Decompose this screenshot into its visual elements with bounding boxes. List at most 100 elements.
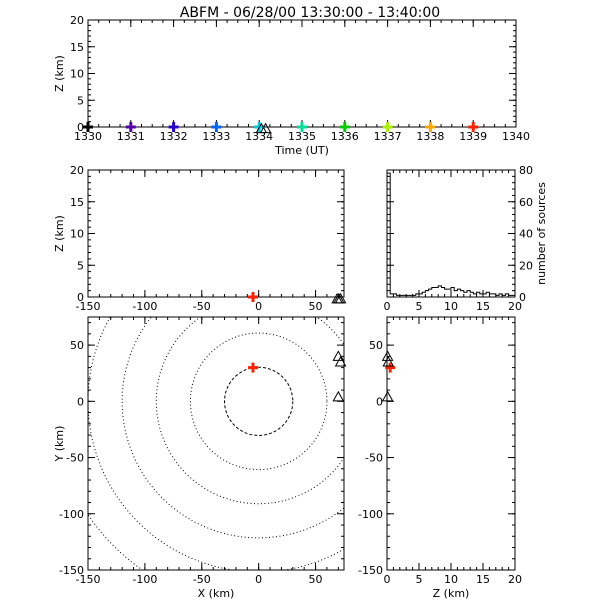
x-tick-label: 15 — [476, 300, 490, 313]
panel-plan-view: -150 -100 -50 0 50 -150 -100 -50 0 50 X (km) Y (km) — [53, 316, 347, 600]
x-tick-label: 50 — [309, 300, 323, 313]
source-point — [382, 122, 393, 132]
x-tick-label: 10 — [444, 300, 458, 313]
y-tick-label: 5 — [77, 259, 84, 272]
source-point — [168, 122, 179, 132]
range-rings — [88, 317, 344, 570]
x-tick-label: -50 — [193, 300, 211, 313]
x-tick-label: 0 — [255, 573, 262, 586]
x-tick-label: 1330 — [74, 130, 102, 143]
x-tick-label: -100 — [132, 300, 157, 313]
range-ring — [224, 366, 294, 436]
station-triangle — [333, 292, 345, 304]
histogram-outline — [386, 172, 516, 297]
y-tick-label: -100 — [59, 508, 84, 521]
chart-panels: 1330 1331 1332 1333 1334 1335 1336 1337 1338 1339… — [53, 14, 548, 600]
x-tick-label: 1331 — [117, 130, 145, 143]
source-point — [425, 122, 436, 132]
x-axis-label: Z (km) — [433, 587, 470, 600]
y-tick-label: 0 — [77, 291, 84, 304]
x-tick-label: 20 — [508, 573, 522, 586]
y-tick-label: -150 — [59, 564, 84, 577]
y-tick-label: -50 — [365, 452, 383, 465]
figure-title: ABFM - 06/28/00 13:30:00 - 13:40:00 — [180, 5, 440, 21]
x-tick-label: 1337 — [374, 130, 402, 143]
source-point — [385, 362, 396, 373]
x-tick-label: 0 — [384, 300, 391, 313]
y-tick-label: 20 — [70, 164, 84, 177]
x-tick-label: 5 — [416, 573, 423, 586]
x-tick-label: 10 — [444, 573, 458, 586]
x-tick-label: 1334 — [245, 130, 273, 143]
x-tick-label: 1332 — [160, 130, 188, 143]
source-point — [468, 122, 479, 132]
x-tick-label: 0 — [384, 573, 391, 586]
source-point — [247, 362, 258, 373]
y-tick-label: 0 — [77, 395, 84, 408]
range-ring — [189, 332, 328, 471]
station-triangle — [381, 350, 394, 361]
y-axis-label: Y (km) — [53, 426, 66, 463]
source-point — [83, 122, 93, 132]
x-tick-label: 1335 — [288, 130, 316, 143]
station-triangle — [334, 355, 347, 367]
x-tick-label: -150 — [76, 573, 101, 586]
source-point — [339, 122, 350, 132]
plot-frame — [87, 316, 345, 571]
y-tick-label: 50 — [369, 339, 383, 352]
x-tick-label: -100 — [132, 573, 157, 586]
x-axis-label: X (km) — [198, 587, 235, 600]
station-triangle — [382, 355, 395, 367]
x-tick-label: 1333 — [202, 130, 230, 143]
y-tick-label: 20 — [519, 259, 533, 272]
y-tick-label: 5 — [77, 94, 84, 107]
y-tick-label: -150 — [358, 564, 383, 577]
station-triangle — [259, 122, 272, 134]
x-tick-label: 1340 — [502, 130, 530, 143]
x-tick-label: -150 — [76, 300, 101, 313]
y-tick-label: 80 — [519, 164, 533, 177]
y-axis-label: number of sources — [535, 182, 548, 285]
panel-height-y: 0 5 10 15 20 -150 -100 -50 0 50 Z (km) — [358, 316, 522, 600]
y-tick-label: 10 — [70, 68, 84, 81]
x-tick-label: -50 — [193, 573, 211, 586]
station-triangle — [331, 292, 344, 304]
y-tick-label: 60 — [519, 196, 533, 209]
y-tick-label: 20 — [70, 14, 84, 27]
y-tick-label: -50 — [66, 452, 84, 465]
range-ring — [155, 317, 344, 505]
y-tick-label: 15 — [70, 41, 84, 54]
y-axis-label: Z (km) — [53, 55, 66, 92]
plot-frame — [87, 169, 345, 298]
y-tick-label: 10 — [70, 228, 84, 241]
source-point — [247, 292, 258, 302]
station-triangle — [334, 292, 347, 304]
panel-time-height: 1330 1331 1332 1333 1334 1335 1336 1337 1338 1339… — [53, 14, 530, 157]
y-tick-label: 40 — [519, 228, 533, 241]
y-tick-label: 0 — [376, 395, 383, 408]
panel-x-height: -150 -100 -50 0 50 0 5 10 15 20 Z (km) — [53, 164, 347, 313]
x-tick-label: 5 — [416, 300, 423, 313]
station-triangle — [332, 390, 345, 402]
plot-frame — [386, 316, 516, 571]
x-tick-label: 0 — [255, 300, 262, 313]
source-point — [211, 122, 222, 132]
y-tick-label: 50 — [70, 339, 84, 352]
range-ring — [121, 317, 344, 539]
x-tick-label: 1336 — [331, 130, 359, 143]
x-tick-label: 1339 — [459, 130, 487, 143]
y-tick-label: 15 — [70, 196, 84, 209]
range-ring — [88, 513, 144, 570]
plot-frame — [87, 19, 517, 128]
station-triangle — [381, 390, 394, 402]
source-point — [125, 122, 136, 132]
y-tick-label: 0 — [77, 121, 84, 134]
source-point — [297, 122, 307, 132]
x-tick-label: 1338 — [416, 130, 444, 143]
y-axis-label: Z (km) — [53, 215, 66, 252]
y-tick-label: 0 — [519, 291, 526, 304]
y-tick-label: -100 — [358, 508, 383, 521]
x-tick-label: 15 — [476, 573, 490, 586]
